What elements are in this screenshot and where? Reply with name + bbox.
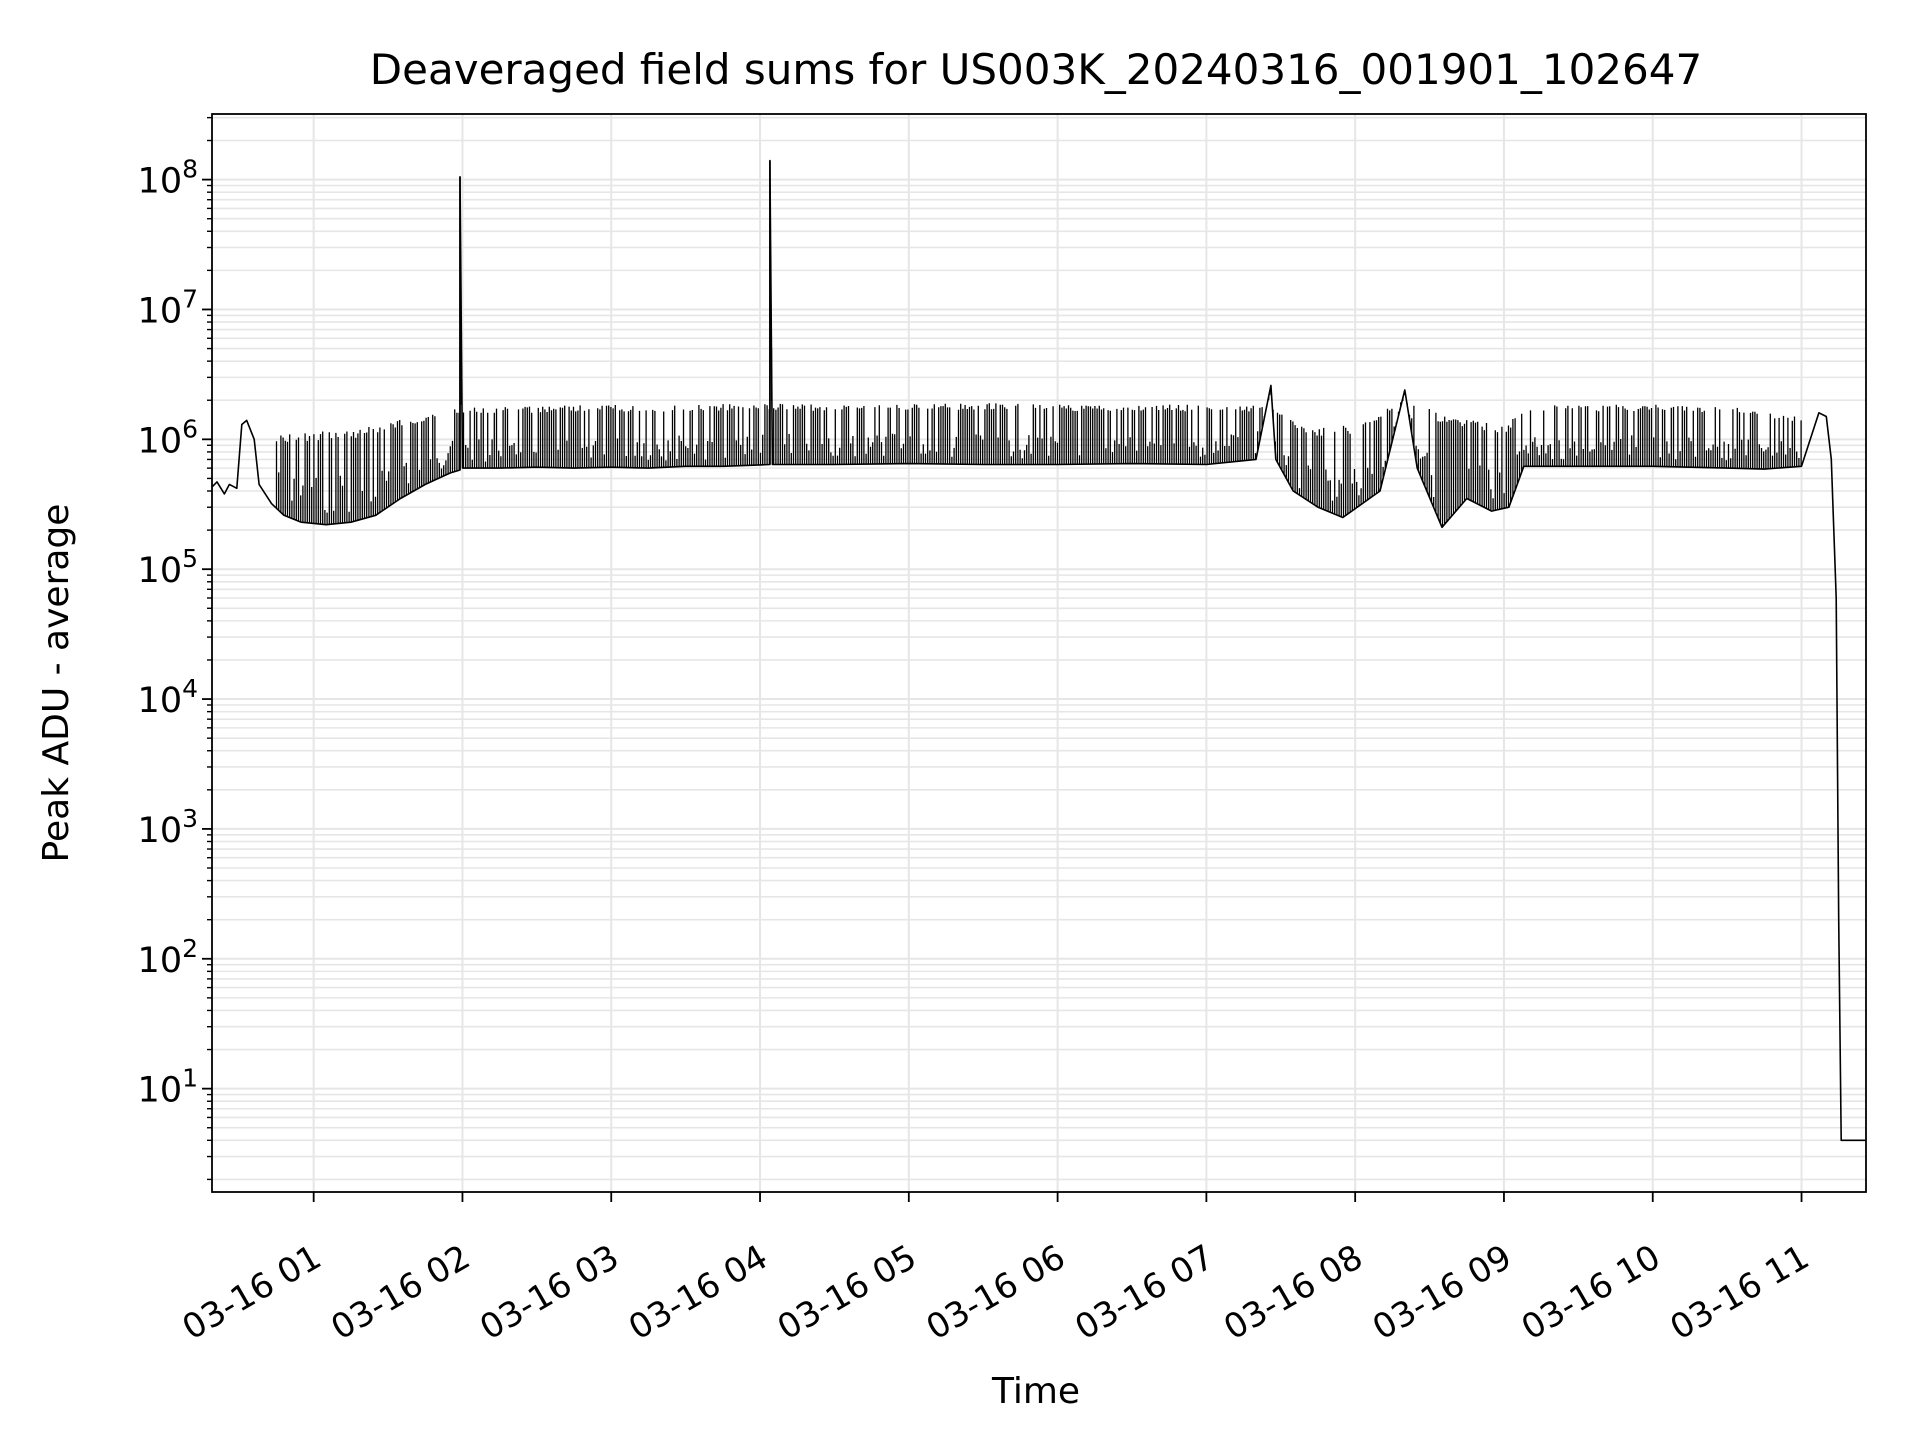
y-axis-label: Peak ADU - average <box>36 504 77 863</box>
y-tick-label: 105 <box>138 544 198 591</box>
y-tick-label: 103 <box>138 804 198 851</box>
plot-frame <box>211 113 1867 1193</box>
y-tick-label: 108 <box>138 155 198 202</box>
series-line <box>211 159 1866 1142</box>
fluctuation-strokes <box>275 329 1802 527</box>
grid-layer <box>212 114 1866 1192</box>
y-tick-label: 104 <box>138 674 198 721</box>
y-tick-label: 107 <box>138 284 198 331</box>
x-axis-label: Time <box>991 1371 1080 1412</box>
y-tick-label: 106 <box>138 414 198 461</box>
y-tick-label: 101 <box>138 1064 198 1111</box>
variability-band <box>275 329 1802 527</box>
y-tick-label: 102 <box>138 934 198 981</box>
data-line-layer <box>211 159 1866 1142</box>
chart-title: Deaveraged field sums for US003K_2024031… <box>370 45 1702 94</box>
